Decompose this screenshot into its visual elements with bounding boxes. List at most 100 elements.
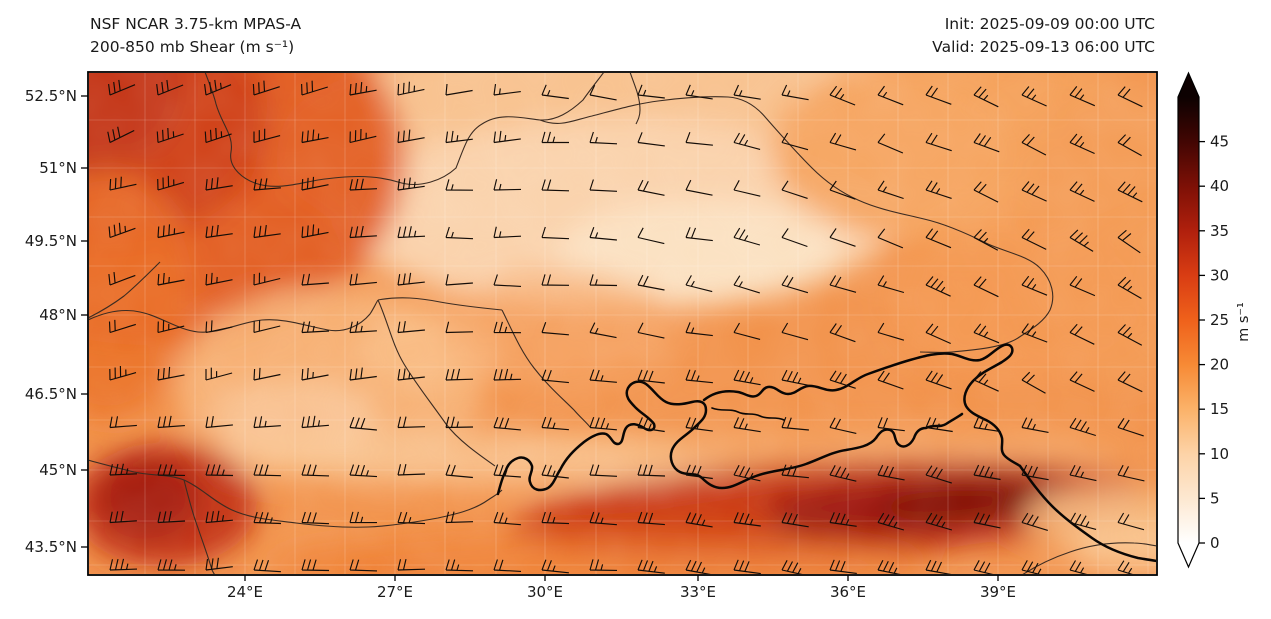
wind-barb: [685, 322, 713, 337]
wind-barb: [781, 84, 809, 101]
wind-barb: [108, 319, 136, 334]
wind-barb: [541, 179, 570, 192]
wind-barb: [925, 180, 952, 199]
wind-barb: [301, 321, 330, 334]
wind-barb: [1069, 560, 1088, 574]
wind-barb: [493, 464, 521, 478]
wind-barb: [1069, 181, 1095, 202]
wind-barb: [877, 370, 904, 390]
wind-barb: [973, 276, 999, 298]
coastline: [496, 380, 964, 496]
wind-barb: [349, 559, 378, 572]
wind-barb: [1117, 324, 1143, 346]
wind-barb: [637, 559, 665, 574]
wind-barb: [349, 128, 377, 144]
wind-barb: [109, 176, 137, 191]
wind-barb: [973, 560, 994, 574]
wind-barb: [301, 464, 330, 477]
wind-barb: [349, 178, 378, 191]
wind-barb: [205, 224, 233, 239]
wind-barb: [589, 131, 618, 145]
wind-barb: [301, 129, 329, 144]
wind-barb: [589, 84, 617, 101]
wind-barb: [589, 179, 618, 192]
wind-barb: [589, 559, 618, 571]
wind-barb: [925, 132, 952, 152]
wind-barb: [493, 179, 522, 191]
wind-barb: [204, 79, 232, 96]
wind-barb: [877, 322, 905, 341]
figure-title-line2: 200-850 mb Shear (m s⁻¹): [90, 38, 294, 56]
wind-barb: [829, 465, 857, 482]
wind-barb: [253, 272, 281, 286]
field-texture-overlay: [89, 73, 1156, 574]
wind-barb: [973, 512, 1001, 529]
wind-barb: [781, 275, 809, 294]
wind-barb: [877, 180, 904, 200]
wind-barb: [349, 417, 377, 431]
wind-barb: [445, 130, 473, 144]
wind-barb: [445, 274, 473, 286]
wind-barb: [253, 225, 281, 239]
wind-barb: [1021, 86, 1047, 107]
wind-barb: [253, 320, 281, 334]
wind-barb: [253, 367, 281, 381]
wind-barb: [205, 320, 233, 334]
colorbar-tick-label: 10: [1210, 445, 1229, 463]
wind-barb: [349, 511, 378, 524]
wind-barb: [1069, 512, 1097, 530]
wind-barb: [205, 557, 233, 571]
wind-barb: [1069, 86, 1096, 107]
wind-barb: [1117, 512, 1145, 531]
wind-barb: [685, 512, 713, 528]
wind-barb: [349, 225, 377, 239]
wind-barb: [973, 464, 1001, 481]
wind-barb: [349, 273, 377, 286]
x-tick-label: 24°E: [227, 583, 263, 601]
map-region: [89, 73, 1156, 574]
wind-barb: [829, 417, 857, 434]
wind-barb: [1117, 134, 1142, 157]
wind-barb: [541, 559, 569, 574]
wind-barb: [1021, 560, 1042, 574]
wind-barb: [1117, 464, 1145, 482]
lagoon-shoreline: [711, 407, 785, 421]
wind-barb: [829, 132, 857, 151]
x-tick-label: 36°E: [830, 583, 866, 601]
wind-barb: [541, 464, 569, 479]
wind-barb: [1069, 371, 1095, 392]
wind-barb: [685, 131, 713, 146]
y-tick-label: 46.5°N: [25, 385, 77, 403]
wind-barb: [925, 370, 952, 390]
wind-barb: [685, 84, 713, 100]
wind-barb: [829, 323, 856, 343]
x-tick-label: 30°E: [527, 583, 563, 601]
wind-barb: [301, 367, 329, 381]
y-tick-label: 45°N: [39, 461, 77, 479]
wind-barb: [445, 464, 473, 479]
colorbar-tick-label: 40: [1210, 177, 1229, 195]
wind-barb: [108, 272, 136, 286]
country-border: [539, 96, 1054, 353]
wind-barb: [877, 228, 904, 249]
wind-barb: [685, 227, 713, 242]
wind-barb: [493, 226, 522, 239]
wind-barb: [877, 559, 901, 574]
wind-barb: [781, 464, 809, 479]
country-border: [89, 299, 379, 333]
wind-barb: [1117, 560, 1133, 574]
wind-barb: [637, 369, 665, 384]
wind-barb: [781, 132, 809, 151]
wind-barb: [925, 417, 953, 433]
wind-barb: [925, 228, 952, 249]
wind-barb: [781, 369, 809, 386]
wind-barb: [493, 321, 522, 334]
wind-barb: [1117, 417, 1144, 437]
wind-barb: [108, 222, 136, 239]
wind-barb: [925, 465, 952, 484]
country-border: [89, 261, 161, 319]
wind-barb: [493, 511, 521, 526]
wind-barb: [1069, 417, 1096, 437]
wind-barb: [541, 131, 569, 144]
wind-barb: [973, 323, 1000, 344]
